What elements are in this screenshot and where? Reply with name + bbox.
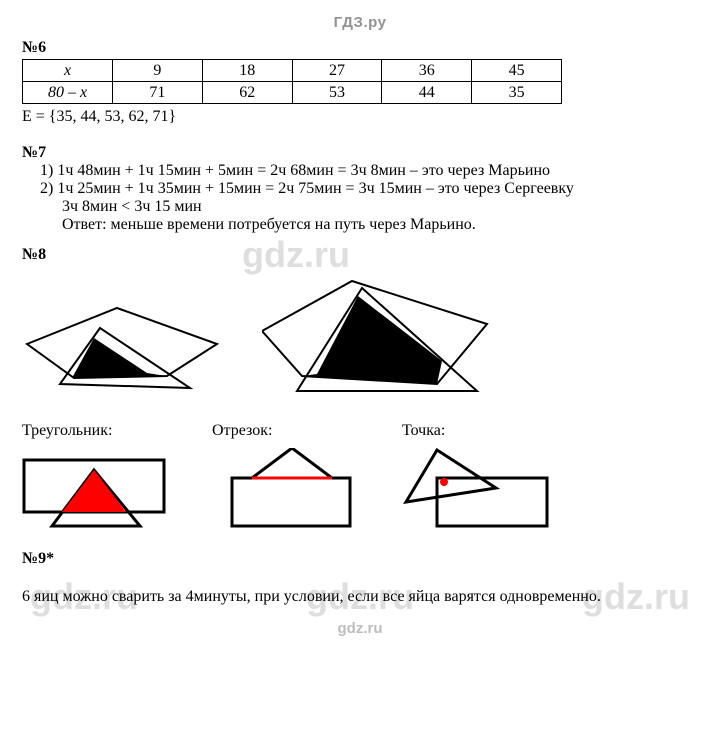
p6-x4: 45: [472, 60, 562, 82]
p8-fig-triangle: [22, 448, 182, 530]
p8-lab-segment: Отрезок:: [212, 422, 402, 440]
p6-row2-label: 80 – x: [23, 82, 113, 104]
p6-x1: 18: [202, 60, 292, 82]
site-header: ГДЗ.ру: [22, 14, 698, 31]
p8-lab-triangle: Треугольник:: [22, 422, 212, 440]
p7-answer: Ответ: меньше времени потребуется на пут…: [22, 216, 698, 234]
p8-lab-point: Точка:: [402, 422, 592, 440]
p6-table: x 9 18 27 36 45 80 – x 71 62 53 44 35: [22, 59, 562, 104]
p9-text: 6 яиц можно сварить за 4минуты, при усло…: [22, 588, 698, 606]
p6-x3: 36: [382, 60, 472, 82]
p6-eset: E = {35, 44, 53, 62, 71}: [22, 108, 698, 126]
p6-row1-label: x: [23, 60, 113, 82]
footer: gdz.ru: [22, 620, 698, 637]
p6-v1: 62: [202, 82, 292, 104]
p6-x2: 27: [292, 60, 382, 82]
p7-line3: 3ч 8мин < 3ч 15 мин: [22, 198, 698, 216]
p6-v4: 35: [472, 82, 562, 104]
p9-label: №9*: [22, 550, 698, 568]
p8-label: №8: [22, 246, 698, 264]
p6-v2: 53: [292, 82, 382, 104]
p7-line1: 1) 1ч 48мин + 1ч 15мин + 5мин = 2ч 68мин…: [22, 162, 698, 180]
p8-fig-point: [402, 448, 562, 530]
p6-label: №6: [22, 39, 698, 57]
p7-label: №7: [22, 144, 698, 162]
p6-x0: 9: [113, 60, 203, 82]
p8-fig-intersection-1: [22, 296, 222, 396]
p8-fig-segment: [212, 448, 372, 530]
p6-v3: 44: [382, 82, 472, 104]
p6-v0: 71: [113, 82, 203, 104]
p8-fig-intersection-2: [262, 276, 492, 396]
p7-line2: 2) 1ч 25мин + 1ч 35мин + 15мин = 2ч 75ми…: [22, 180, 698, 198]
